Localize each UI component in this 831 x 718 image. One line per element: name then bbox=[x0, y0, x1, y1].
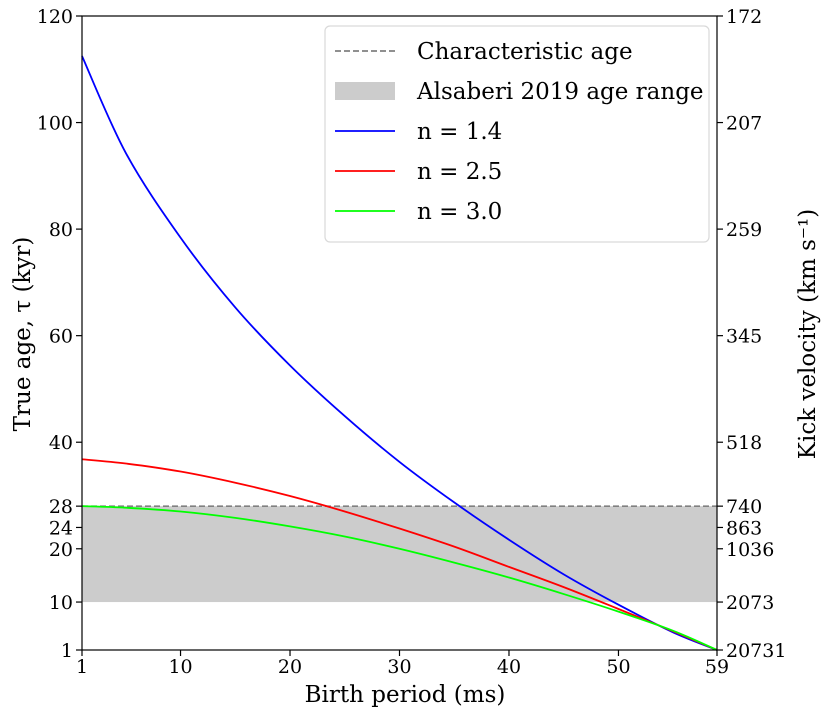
y2-tick-label: 518 bbox=[726, 432, 762, 454]
series-line-1 bbox=[81, 458, 718, 651]
y2-tick-label: 207 bbox=[726, 113, 762, 135]
x-tick-label: 1 bbox=[76, 656, 88, 678]
series-line-2 bbox=[81, 505, 718, 651]
y-tick-label: 100 bbox=[37, 113, 73, 135]
y2-tick-label: 863 bbox=[726, 517, 762, 539]
y2-tick-label: 2073 bbox=[726, 592, 774, 614]
x-tick-label: 59 bbox=[705, 656, 729, 678]
y-tick-label: 80 bbox=[49, 219, 73, 241]
x-tick-label: 20 bbox=[278, 656, 302, 678]
y-axis-label: True age, τ (kyr) bbox=[10, 237, 36, 432]
y-tick-label: 20 bbox=[49, 539, 73, 561]
y2-tick-label: 1036 bbox=[726, 539, 774, 561]
plot-area bbox=[81, 55, 718, 651]
y-tick-label: 60 bbox=[49, 326, 73, 348]
legend-label-0: Characteristic age bbox=[417, 39, 633, 65]
y2-tick-label: 740 bbox=[726, 496, 762, 518]
age-range-band bbox=[82, 506, 717, 603]
x-tick-label: 40 bbox=[497, 656, 521, 678]
y2-tick-label: 259 bbox=[726, 219, 762, 241]
x-tick-label: 10 bbox=[168, 656, 192, 678]
y2-tick-label: 20731 bbox=[726, 640, 786, 662]
legend: Characteristic age Alsaberi 2019 age rang… bbox=[324, 25, 710, 243]
y-tick-label: 24 bbox=[49, 517, 73, 539]
x-tick-label: 50 bbox=[606, 656, 630, 678]
y-tick-label: 28 bbox=[49, 496, 73, 518]
y-tick-label: 40 bbox=[49, 432, 73, 454]
y2-axis-label: Kick velocity (km s⁻¹) bbox=[795, 209, 821, 459]
legend-swatch-1 bbox=[335, 82, 395, 100]
x-axis-label: Birth period (ms) bbox=[305, 682, 506, 708]
y-tick-label: 1 bbox=[61, 640, 73, 662]
y2-tick-label: 345 bbox=[726, 326, 762, 348]
series-line-0 bbox=[81, 55, 718, 651]
legend-label-4: n = 3.0 bbox=[417, 199, 502, 225]
y-tick-label: 10 bbox=[49, 592, 73, 614]
legend-label-1: Alsaberi 2019 age range bbox=[416, 79, 704, 105]
x-tick-label: 30 bbox=[387, 656, 411, 678]
y2-tick-label: 172 bbox=[726, 6, 762, 28]
y-tick-label: 120 bbox=[37, 6, 73, 28]
legend-box bbox=[324, 25, 710, 243]
legend-label-2: n = 1.4 bbox=[417, 119, 502, 145]
legend-label-3: n = 2.5 bbox=[417, 159, 502, 185]
